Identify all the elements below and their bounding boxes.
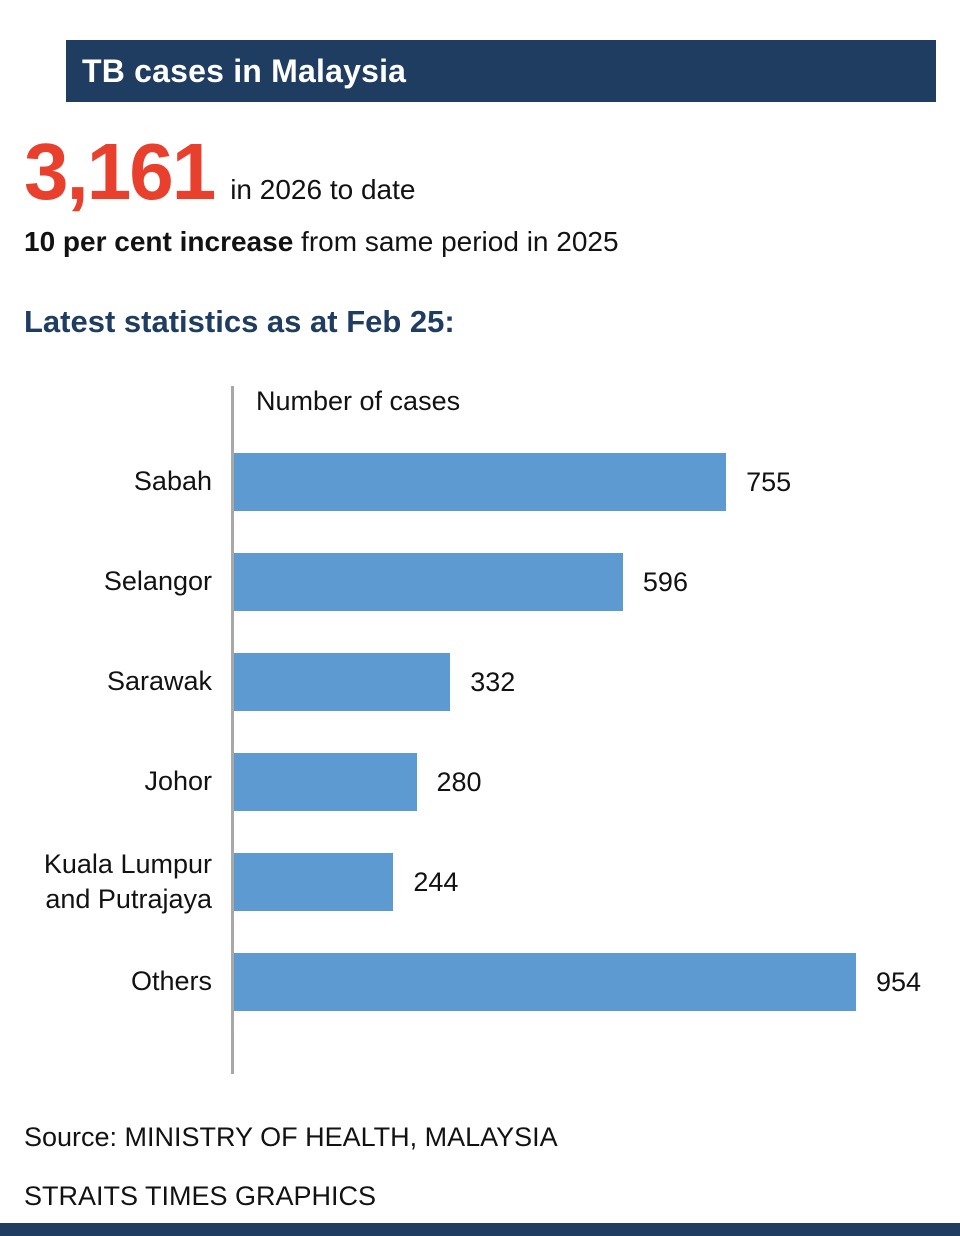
category-label: Johor (144, 766, 212, 797)
bar (234, 453, 727, 511)
bar-area: 954 (234, 953, 936, 1011)
bar-area: 332 (234, 653, 936, 711)
y-axis-line (231, 386, 234, 1074)
bar-value-label: 596 (642, 566, 688, 597)
bottom-bar (0, 1223, 960, 1236)
category-label: Sarawak (106, 666, 212, 697)
headline-stat: 3,161 in 2026 to date (24, 132, 936, 212)
bar-value-label: 280 (436, 766, 482, 797)
bar-value-label: 244 (413, 866, 459, 897)
headline-suffix: in 2026 to date (230, 174, 416, 205)
bar-chart: Number of cases Sabah 755 Selangor 596 Saraw… (24, 386, 936, 1074)
chart-row: Sarawak 332 (24, 632, 936, 732)
bar-area: 280 (234, 753, 936, 811)
increase-bold-text: 10 per cent increase (24, 226, 294, 257)
credit-text: STRAITS TIMES GRAPHICS (24, 1181, 377, 1211)
category-label: Kuala Lumpur and Putrajaya (43, 848, 212, 914)
bar-value-label: 332 (470, 666, 516, 697)
chart-row: Johor 280 (24, 732, 936, 832)
bar-area: 755 (234, 453, 936, 511)
bar (234, 853, 394, 911)
axis-label: Number of cases (256, 386, 461, 416)
category-label: Others (130, 966, 212, 997)
category-label: Sabah (133, 466, 212, 497)
bar-area: 596 (234, 553, 936, 611)
chart-row: Kuala Lumpur and Putrajaya 244 (24, 832, 936, 932)
chart-subtitle: Latest statistics as at Feb 25: (24, 304, 455, 339)
increase-line: 10 per cent increase from same period in… (24, 226, 936, 258)
source-text: Source: MINISTRY OF HEALTH, MALAYSIA (24, 1122, 558, 1152)
bar-value-label: 755 (746, 466, 792, 497)
category-label: Selangor (103, 566, 212, 597)
chart-row: Others 954 (24, 932, 936, 1032)
chart-row: Sabah 755 (24, 432, 936, 532)
increase-rest-text: from same period in 2025 (293, 226, 619, 257)
headline-number: 3,161 (24, 127, 216, 216)
chart-rows: Sabah 755 Selangor 596 Sarawak 332 Johor 280 Kua… (24, 432, 936, 1032)
chart-row: Selangor 596 (24, 532, 936, 632)
bar (234, 653, 451, 711)
bar-value-label: 954 (875, 966, 922, 997)
bar (234, 953, 856, 1011)
bar (234, 553, 623, 611)
page-title: TB cases in Malaysia (82, 52, 407, 89)
bar (234, 753, 417, 811)
bar-area: 244 (234, 853, 936, 911)
header-bar: TB cases in Malaysia (66, 40, 936, 102)
